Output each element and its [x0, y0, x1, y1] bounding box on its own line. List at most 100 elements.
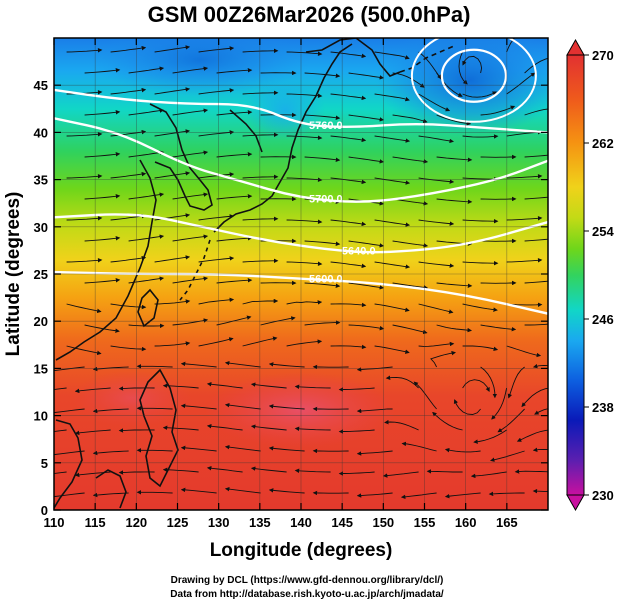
streamline [54, 366, 85, 372]
streamline [436, 72, 463, 97]
streamline [453, 399, 481, 415]
streamline [128, 323, 165, 329]
streamline [338, 429, 375, 434]
streamline [110, 87, 147, 95]
streamline [128, 234, 165, 242]
colorbar-max-arrow [566, 38, 585, 56]
streamline [172, 66, 209, 74]
streamline [286, 219, 323, 224]
streamline [136, 490, 173, 495]
temperature-field: 5600.0 5640.0 5700.0 5760.0 [54, 38, 548, 510]
streamline [128, 66, 165, 74]
streamline [198, 256, 235, 263]
streamline [74, 429, 111, 436]
streamline [480, 366, 498, 399]
streamline [54, 429, 67, 432]
contour-line [54, 88, 548, 134]
geopotential-contours: 5600.0 5640.0 5700.0 5760.0 [54, 38, 548, 315]
streamline [304, 320, 341, 326]
coastline-kurils [399, 45, 455, 73]
streamline [506, 174, 543, 179]
streamline [506, 258, 543, 263]
streamline [330, 344, 367, 350]
y-tick-label: 35 [34, 173, 48, 188]
streamline [392, 114, 428, 124]
streamline [198, 88, 235, 95]
x-tick-label: 145 [331, 515, 353, 530]
streamline [154, 255, 191, 263]
streamline [413, 381, 437, 410]
streamline [338, 471, 375, 476]
streamline [92, 450, 129, 456]
streamline [400, 492, 437, 500]
streamline [180, 487, 217, 494]
streamline [330, 135, 367, 143]
streamline [491, 387, 508, 420]
streamline [348, 72, 385, 80]
streamline [506, 72, 536, 95]
streamline [521, 387, 548, 408]
y-tick-label: 15 [34, 361, 48, 376]
streamline [250, 382, 287, 389]
x-tick-label: 110 [44, 515, 65, 530]
streamline [507, 366, 525, 399]
warm-core-region [205, 372, 395, 448]
credit-drawing: Drawing by DCL (https://www.gfd-dennou.o… [171, 575, 444, 586]
streamline [348, 324, 385, 331]
streamline [198, 297, 235, 305]
streamline [268, 488, 305, 494]
coastline-korea [149, 103, 213, 211]
streamline [356, 408, 393, 414]
wind-streamlines [54, 38, 548, 500]
streamline [54, 387, 67, 390]
streamline [216, 235, 253, 242]
streamline [172, 192, 209, 200]
streamline [330, 261, 367, 269]
streamline [54, 492, 85, 498]
streamline [392, 282, 429, 290]
coastline-sea-japan [229, 109, 263, 153]
y-tick-label: 45 [34, 78, 48, 93]
streamline [392, 72, 425, 88]
streamline [172, 108, 209, 116]
streamline [444, 492, 481, 499]
cold-low-region [375, 38, 548, 135]
streamline [128, 150, 165, 158]
map-gridlines [54, 38, 548, 510]
streamline [330, 51, 367, 59]
contour-label: 5640.0 [342, 245, 376, 257]
coastline-indochina [54, 419, 83, 509]
y-axis: 0 5 10 15 20 25 30 35 40 45 [34, 78, 548, 518]
streamline [84, 110, 121, 116]
streamline [374, 93, 410, 102]
streamline [473, 429, 507, 444]
streamline [66, 132, 103, 137]
contour-cold-low [440, 48, 507, 103]
streamline [216, 67, 253, 74]
streamline [348, 114, 385, 122]
colorbar-min-arrow [566, 494, 585, 512]
x-tick-label: 125 [167, 515, 189, 530]
streamline [54, 471, 67, 474]
streamline [66, 48, 103, 53]
streamline [286, 339, 323, 347]
chart-title: GSM 00Z26Mar2026 (500.0hPa) [148, 2, 471, 27]
streamline [462, 379, 490, 393]
streamline [374, 261, 411, 269]
streamline [154, 129, 191, 137]
streamline [286, 300, 323, 305]
streamline [348, 282, 385, 290]
streamline [198, 214, 235, 221]
colorbar-tick-label: 270 [592, 48, 614, 63]
streamline [154, 87, 191, 95]
coastline-borneo [95, 469, 127, 509]
streamline [524, 57, 548, 74]
streamline [382, 471, 419, 478]
streamline [392, 324, 428, 335]
contour-label: 5760.0 [309, 120, 343, 132]
streamline [374, 345, 410, 354]
streamline [92, 492, 129, 498]
streamline [250, 424, 287, 431]
colorbar-tick-label: 230 [592, 488, 614, 503]
colorbar-tick-label: 262 [592, 136, 614, 151]
